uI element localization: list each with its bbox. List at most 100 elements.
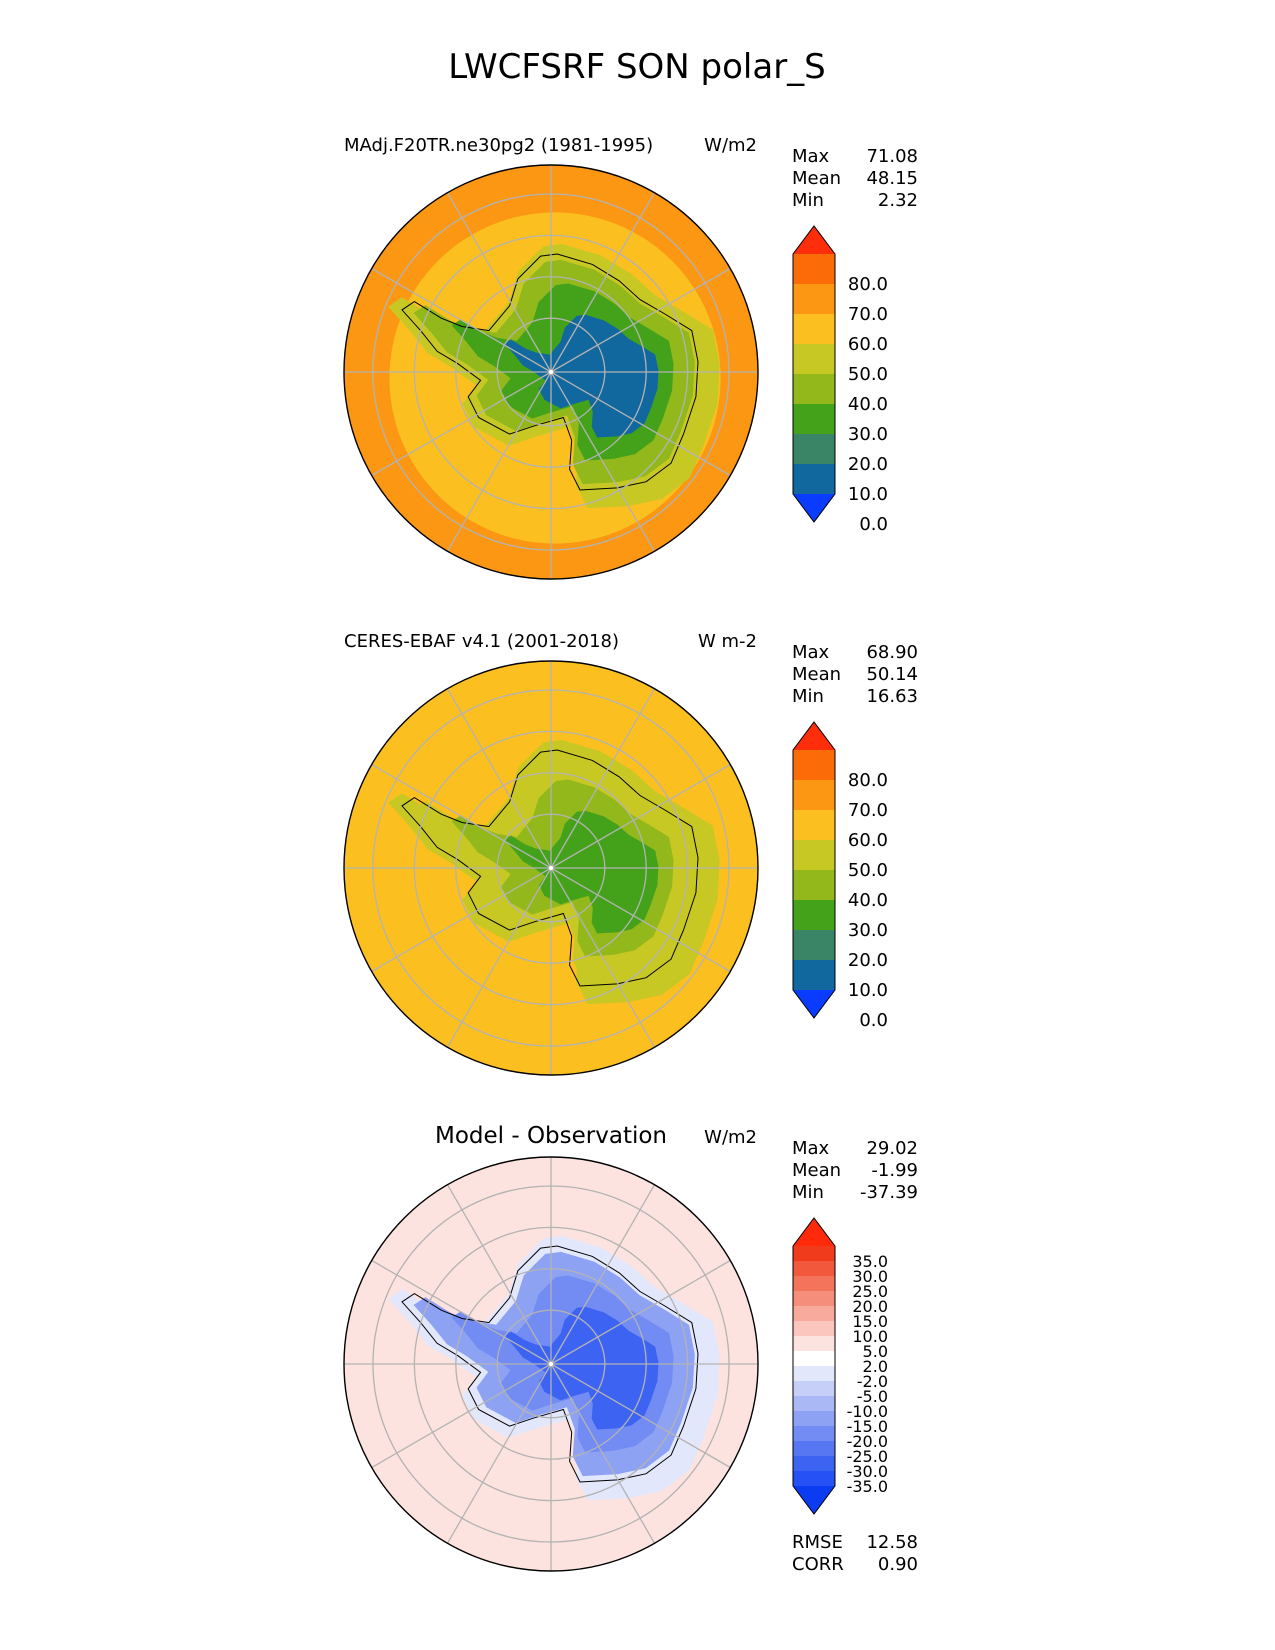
pole-marker <box>548 1361 554 1367</box>
colorbar-extend-max <box>793 722 835 750</box>
map-boundary <box>343 1156 759 1572</box>
colorbar-tick-label: -5.0 <box>857 1387 888 1406</box>
colorbar-tick-label: 20.0 <box>848 950 888 971</box>
colorbar-tick-label: 60.0 <box>848 334 888 355</box>
colorbar-tick-label: -15.0 <box>847 1417 888 1436</box>
meridian-240 <box>371 1363 552 1469</box>
panel-3-stats: Max 29.02 Mean -1.99 Min -37.39 <box>792 1138 918 1203</box>
colorbar-tick-label: -10.0 <box>847 1402 888 1421</box>
panel-3-stat-min-label: Min <box>792 1182 824 1203</box>
colorbar-extend-min <box>793 494 835 522</box>
meridian-60 <box>550 763 731 869</box>
panel-2-map <box>343 660 759 1076</box>
colorbar-swatch <box>793 314 835 345</box>
colorbar-swatch <box>793 1381 835 1397</box>
panel-2: CERES-EBAF v4.1 (2001-2018) W m-2 Max 68… <box>343 631 918 1076</box>
colorbar-swatch <box>793 1321 835 1337</box>
meridian-30 <box>550 192 656 373</box>
colorbar-swatch <box>793 1336 835 1352</box>
panel-1-title: MAdj.F20TR.ne30pg2 (1981-1995) <box>344 135 653 156</box>
pole-marker <box>548 865 554 871</box>
colorbar-tick-label: 40.0 <box>848 890 888 911</box>
colorbar-tick-label: 60.0 <box>848 830 888 851</box>
colorbar-swatch <box>793 1306 835 1322</box>
colorbar-tick-label: 20.0 <box>852 1297 888 1316</box>
colorbar-swatch <box>793 434 835 465</box>
panel-3-title: Model - Observation <box>435 1123 667 1149</box>
meridian-120 <box>550 371 731 477</box>
field-core <box>504 1306 659 1430</box>
panel-2-stats: Max 68.90 Mean 50.14 Min 16.63 <box>792 642 918 707</box>
meridian-300 <box>371 267 552 373</box>
colorbar-tick-label: 0.0 <box>859 514 888 535</box>
meridian-210 <box>446 1363 552 1544</box>
meridian-30 <box>550 1184 656 1365</box>
colorbar-swatch <box>793 840 835 871</box>
meridian-150 <box>550 867 656 1048</box>
panel-1-stat-mean-label: Mean <box>792 168 841 189</box>
colorbar-swatch <box>793 1471 835 1487</box>
meridian-60 <box>550 267 731 373</box>
panel-3-map <box>343 1156 759 1572</box>
colorbar-swatch <box>793 1246 835 1262</box>
panel-2-title: CERES-EBAF v4.1 (2001-2018) <box>344 631 619 652</box>
colorbar-swatch <box>793 870 835 901</box>
coastline <box>401 749 699 987</box>
colorbar-swatch <box>793 374 835 405</box>
colorbar-swatch <box>793 1351 835 1367</box>
colorbar-swatch <box>793 1276 835 1292</box>
panel-1: MAdj.F20TR.ne30pg2 (1981-1995) W/m2 Max … <box>343 135 918 580</box>
colorbar-swatch <box>793 1396 835 1412</box>
colorbar-tick-label: 30.0 <box>848 920 888 941</box>
coastline <box>401 253 699 491</box>
panel-1-stats: Max 71.08 Mean 48.15 Min 2.32 <box>792 146 918 211</box>
colorbar-tick-label: 10.0 <box>848 980 888 1001</box>
meridian-150 <box>550 1363 656 1544</box>
pole-marker <box>548 369 554 375</box>
colorbar-tick-label: -35.0 <box>847 1477 888 1496</box>
colorbar-tick-label: 2.0 <box>863 1357 888 1376</box>
panel-2-stat-max-value: 68.90 <box>866 642 918 663</box>
panel-2-stat-mean-label: Mean <box>792 664 841 685</box>
map-boundary <box>343 660 759 1076</box>
colorbar-tick-label: 25.0 <box>852 1282 888 1301</box>
colorbar-tick-label: -2.0 <box>857 1372 888 1391</box>
colorbar-swatch <box>793 1441 835 1457</box>
figure-title: LWCFSRF SON polar_S <box>448 47 826 87</box>
panel-3-stat-mean-value: -1.99 <box>871 1160 918 1181</box>
panel-3-stat-mean-label: Mean <box>792 1160 841 1181</box>
colorbar-swatch <box>793 1261 835 1277</box>
meridian-120 <box>550 1363 731 1469</box>
panel-3-rmse-label: RMSE <box>792 1532 843 1553</box>
panel-3-stat-max-value: 29.02 <box>866 1138 918 1159</box>
panel-2-stat-min-value: 16.63 <box>866 686 918 707</box>
panel-3-stat-min-value: -37.39 <box>860 1182 918 1203</box>
panel-1-map <box>343 164 759 580</box>
meridian-60 <box>550 1259 731 1365</box>
colorbar-tick-label: 5.0 <box>863 1342 888 1361</box>
panel-3-stat-max-label: Max <box>792 1138 830 1159</box>
colorbar-swatch <box>793 284 835 315</box>
panel-1-stat-mean-value: 48.15 <box>866 168 918 189</box>
colorbar-outline <box>792 225 836 523</box>
colorbar-swatch <box>793 810 835 841</box>
colorbar-tick-label: -25.0 <box>847 1447 888 1466</box>
colorbar-tick-label: 40.0 <box>848 394 888 415</box>
colorbar-swatch <box>793 1456 835 1472</box>
field-core <box>504 314 659 438</box>
colorbar-tick-label: 20.0 <box>848 454 888 475</box>
panel-3: Model - Observation W/m2 Max 29.02 Mean … <box>343 1123 918 1575</box>
colorbar-swatch <box>793 1291 835 1307</box>
colorbar-outline <box>792 1217 836 1515</box>
colorbar-swatch <box>793 1411 835 1427</box>
meridian-30 <box>550 688 656 869</box>
meridian-210 <box>446 371 552 552</box>
meridian-210 <box>446 867 552 1048</box>
panel-1-stat-min-label: Min <box>792 190 824 211</box>
colorbar-extend-min <box>793 1486 835 1514</box>
colorbar-tick-label: -30.0 <box>847 1462 888 1481</box>
colorbar-extend-min <box>793 990 835 1018</box>
colorbar-tick-label: 70.0 <box>848 800 888 821</box>
panel-3-metrics: RMSE 12.58 CORR 0.90 <box>792 1532 918 1575</box>
